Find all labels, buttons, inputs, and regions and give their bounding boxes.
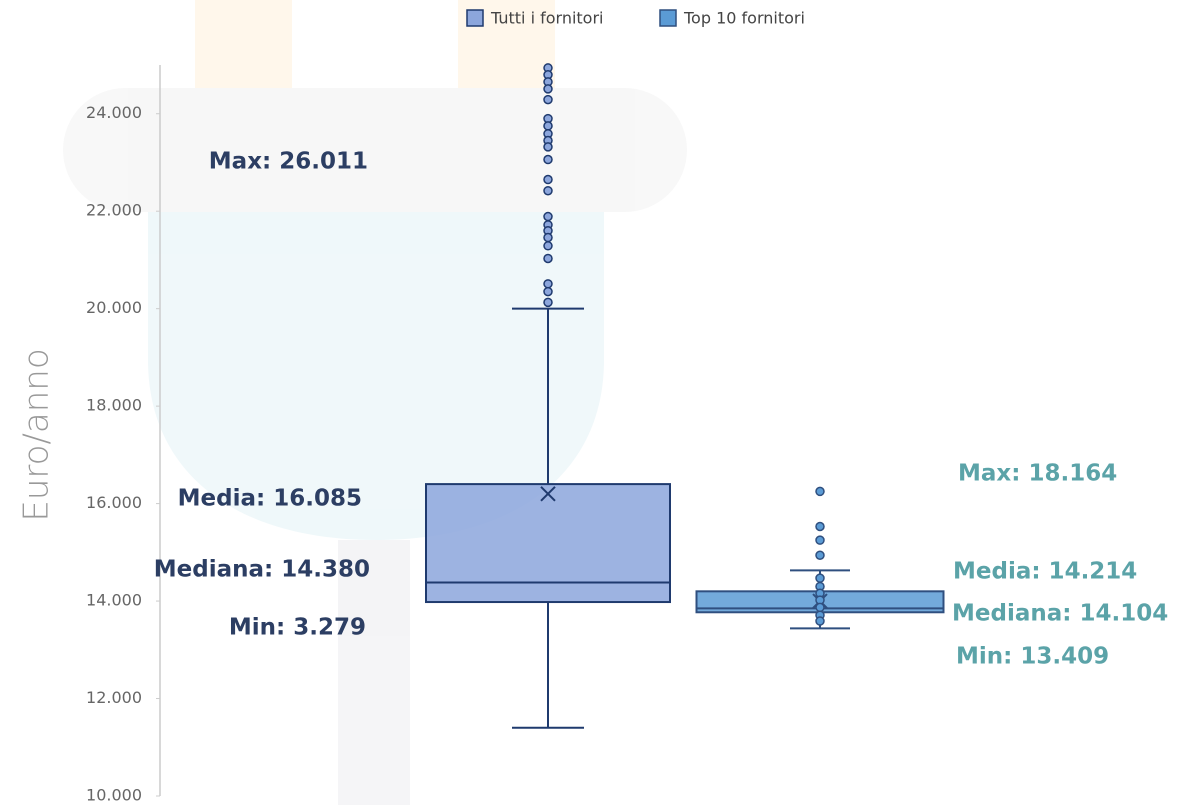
outlier (543, 142, 553, 152)
outlier (815, 602, 825, 613)
outlier (543, 84, 553, 94)
outlier (543, 154, 553, 165)
box (425, 483, 671, 604)
outlier (543, 241, 553, 251)
y-axis-label: Euro/anno (17, 348, 57, 521)
outlier (543, 279, 553, 289)
legend-swatch (659, 9, 677, 27)
outlier (543, 211, 553, 222)
y-tick-label: 24.000 (86, 103, 142, 122)
y-tick-label: 16.000 (86, 493, 142, 512)
legend-label: Top 10 fornitori (683, 9, 805, 28)
y-tick-label: 18.000 (86, 396, 142, 415)
outlier (815, 616, 825, 626)
annotation: Max: 26.011 (209, 149, 368, 175)
outlier (543, 253, 553, 264)
annotation: Min: 13.409 (956, 644, 1109, 670)
y-tick-label: 10.000 (86, 786, 142, 805)
outlier (815, 535, 825, 545)
annotation: Min: 3.279 (229, 615, 366, 641)
outlier (543, 121, 553, 131)
legend-swatch (466, 9, 484, 27)
outlier (543, 286, 553, 297)
y-tick-label: 22.000 (86, 201, 142, 220)
outlier (543, 297, 553, 308)
outlier (543, 94, 553, 105)
y-tick-label: 14.000 (86, 591, 142, 610)
y-tick-label: 20.000 (86, 298, 142, 317)
mean-marker (540, 486, 556, 502)
annotation: Mediana: 14.380 (154, 557, 370, 583)
background-decoration (63, 0, 687, 805)
outlier (543, 232, 553, 243)
annotation: Media: 14.214 (953, 559, 1137, 585)
annotation: Media: 16.085 (178, 486, 362, 512)
annotation: Max: 18.164 (958, 461, 1117, 487)
legend-label: Tutti i fornitori (490, 9, 603, 28)
y-tick-label: 12.000 (86, 688, 142, 707)
annotation: Mediana: 14.104 (952, 601, 1168, 627)
outlier (815, 486, 825, 497)
outlier (815, 550, 825, 561)
outlier (543, 174, 553, 185)
outlier (543, 185, 553, 196)
outlier (815, 573, 825, 583)
outlier (815, 521, 825, 532)
